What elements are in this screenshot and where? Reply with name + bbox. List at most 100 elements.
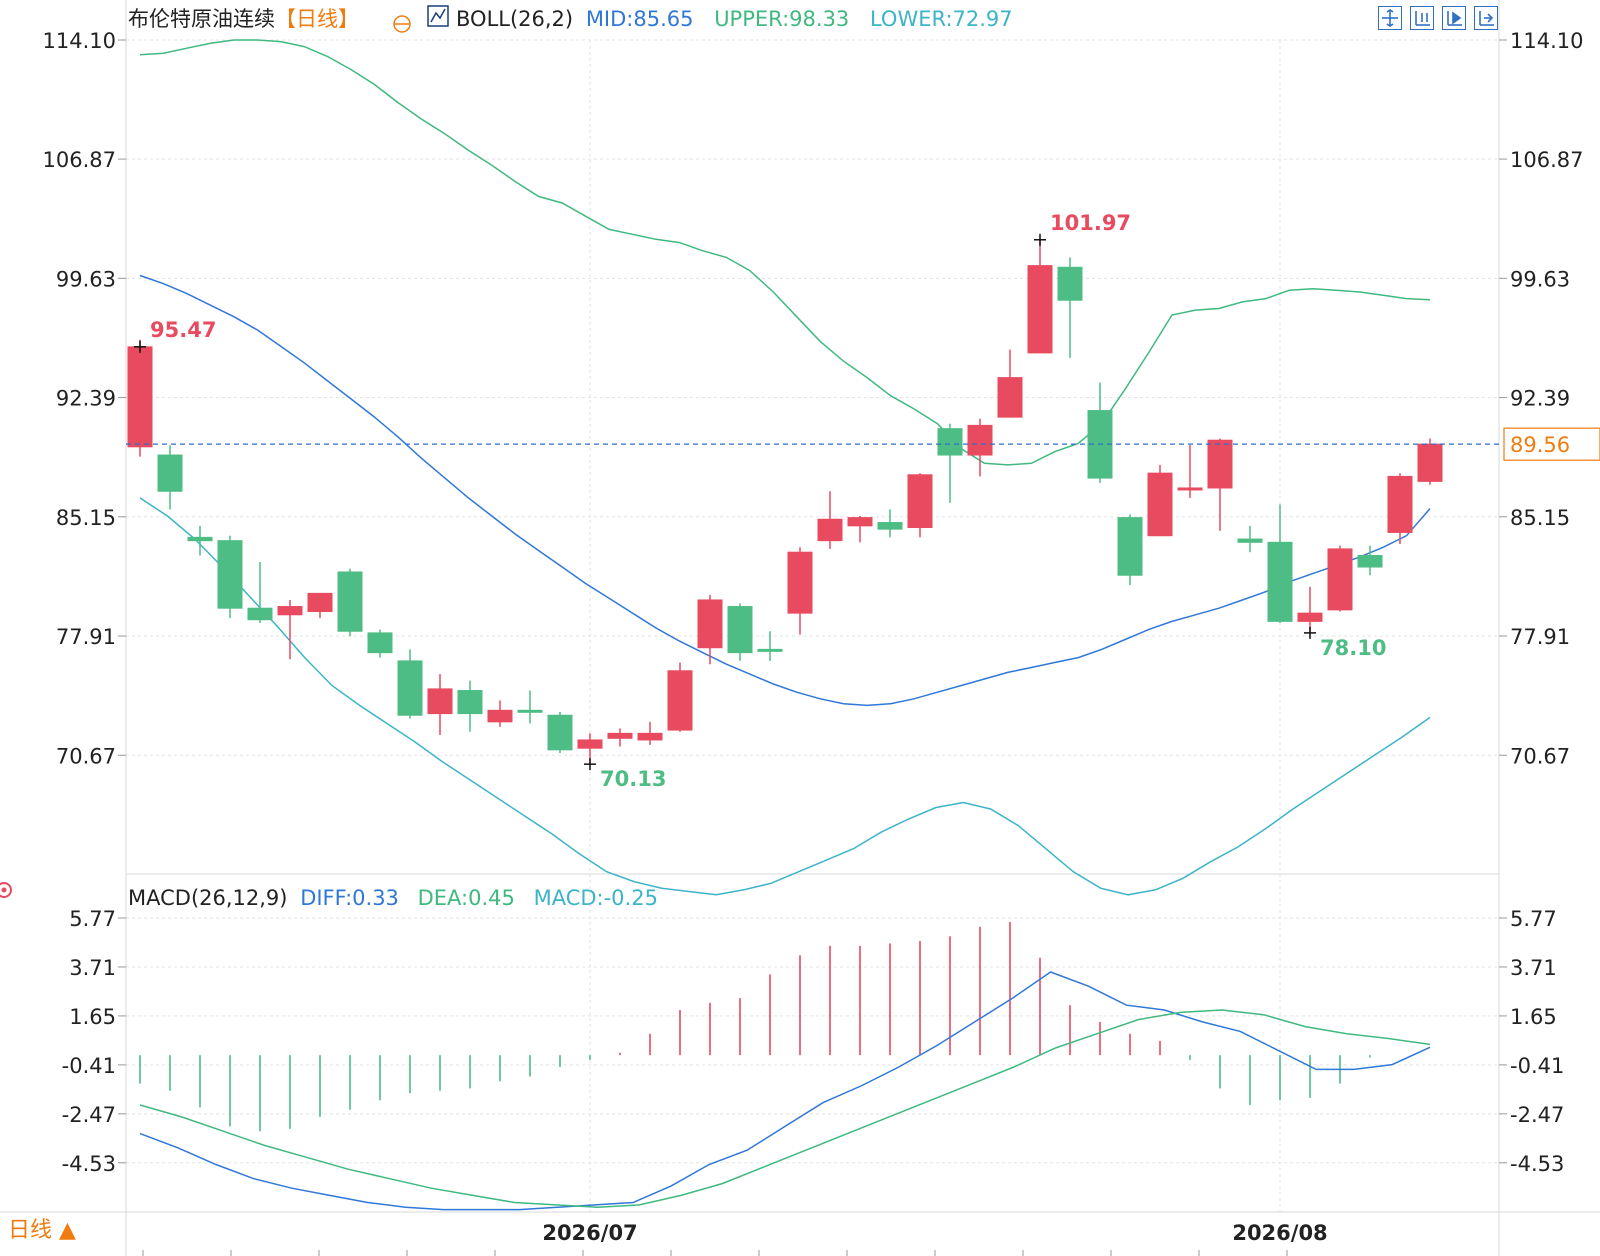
candle-body	[577, 739, 603, 749]
candle-body	[787, 551, 813, 614]
candle-body	[307, 592, 333, 612]
candle[interactable]	[367, 629, 393, 658]
candle-body	[1417, 443, 1443, 482]
candle-body	[907, 474, 933, 528]
candle-body	[637, 732, 663, 741]
candle[interactable]	[937, 423, 963, 503]
candle[interactable]	[847, 515, 873, 543]
candle-body	[817, 518, 843, 542]
macd-tick-label-left: 1.65	[69, 1005, 116, 1029]
candle-body	[1177, 487, 1203, 491]
macd-label: MACD(26,12,9)	[128, 886, 288, 910]
boll-mid: MID:85.65	[586, 7, 694, 31]
candle[interactable]	[787, 547, 813, 635]
candle[interactable]	[757, 631, 783, 661]
price-tick-label-left: 92.39	[56, 387, 116, 411]
candle[interactable]	[427, 674, 453, 736]
period-switch-icon[interactable]	[393, 15, 411, 33]
candle[interactable]	[1057, 257, 1083, 358]
candle[interactable]	[247, 562, 273, 624]
candle[interactable]	[607, 728, 633, 747]
candle[interactable]	[1087, 382, 1113, 484]
candle-body	[1387, 475, 1413, 533]
price-tick-label-right: 106.87	[1510, 148, 1583, 172]
candle[interactable]	[1117, 514, 1143, 586]
macd-settings-icon[interactable]	[0, 882, 12, 898]
candles[interactable]	[127, 239, 1443, 765]
candle[interactable]	[1207, 438, 1233, 531]
candle[interactable]	[967, 418, 993, 477]
candle[interactable]	[817, 491, 843, 549]
candle[interactable]	[667, 662, 693, 732]
candle-body	[967, 424, 993, 456]
boll-upper-line	[139, 39, 1431, 466]
candle[interactable]	[877, 509, 903, 538]
candle[interactable]	[1237, 525, 1263, 553]
candle-body	[517, 709, 543, 713]
time-axis: 2026/07 2026/08	[142, 1221, 1328, 1256]
candle-body	[367, 632, 393, 654]
candle[interactable]	[217, 535, 243, 619]
chart-mode-3-icon[interactable]	[1474, 6, 1498, 30]
candle[interactable]	[487, 700, 513, 727]
candle-body	[1357, 554, 1383, 568]
candle-body	[1327, 548, 1353, 611]
candle[interactable]	[337, 568, 363, 637]
candle-body	[217, 540, 243, 609]
candle-body	[727, 606, 753, 654]
candle[interactable]	[637, 721, 663, 745]
candle[interactable]	[127, 339, 153, 457]
price-tick-label-left: 77.91	[56, 625, 116, 649]
grid-lines	[126, 39, 1499, 1212]
macd-dea-line	[139, 1009, 1431, 1208]
candle[interactable]	[907, 473, 933, 538]
price-tick-label-right: 99.63	[1510, 267, 1570, 291]
low-price-label: 70.13	[600, 767, 666, 791]
macd-tick-label-right: -4.53	[1510, 1152, 1564, 1176]
candle-body	[157, 454, 183, 492]
candle[interactable]	[307, 592, 333, 619]
price-tick-label-left: 70.67	[56, 744, 116, 768]
period-button[interactable]: 日线 ▲	[8, 1218, 76, 1243]
candle[interactable]	[697, 595, 723, 665]
candle-body	[247, 607, 273, 621]
candle[interactable]	[1357, 545, 1383, 576]
candle[interactable]	[1417, 438, 1443, 485]
candle[interactable]	[1027, 239, 1053, 354]
candle-body	[547, 714, 573, 751]
candle[interactable]	[1327, 545, 1353, 612]
candle-body	[487, 709, 513, 723]
candle[interactable]	[157, 445, 183, 510]
candle[interactable]	[517, 690, 543, 724]
candle[interactable]	[1147, 464, 1173, 537]
candle[interactable]	[1297, 586, 1323, 633]
macd-dea: DEA:0.45	[418, 886, 515, 910]
candle-body	[427, 688, 453, 715]
chart-mode-1-icon[interactable]	[1410, 6, 1434, 30]
boll-label: BOLL(26,2)	[456, 7, 573, 31]
boll-values: BOLL(26,2) MID:85.65 UPPER:98.33 LOWER:7…	[456, 7, 1013, 31]
candle[interactable]	[397, 649, 423, 719]
indicator-chart-icon[interactable]	[427, 5, 449, 27]
price-axis: 114.10 114.10 106.87 106.87 99.63 99.63 92.39 9…	[43, 29, 1584, 1176]
candle-body	[607, 732, 633, 739]
candle[interactable]	[1267, 504, 1293, 624]
price-tick-label-left: 85.15	[56, 506, 116, 530]
macd-tick-label-right: 1.65	[1510, 1005, 1557, 1029]
candle[interactable]	[1177, 445, 1203, 498]
candle[interactable]	[457, 680, 483, 732]
candle[interactable]	[1387, 473, 1413, 544]
candle-body	[457, 690, 483, 715]
chart-mode-2-icon[interactable]	[1442, 6, 1466, 30]
macd-tick-label-right: -2.47	[1510, 1103, 1564, 1127]
macd-diff: DIFF:0.33	[300, 886, 399, 910]
grid-icon[interactable]	[1378, 6, 1402, 30]
macd-diff-line	[139, 971, 1431, 1211]
candle[interactable]	[277, 599, 303, 660]
candle[interactable]	[187, 525, 213, 556]
price-annotations: 95.47 70.13 101.97 78.10	[134, 211, 1386, 791]
candle[interactable]	[997, 349, 1023, 418]
candle[interactable]	[727, 603, 753, 661]
candle[interactable]	[547, 711, 573, 754]
